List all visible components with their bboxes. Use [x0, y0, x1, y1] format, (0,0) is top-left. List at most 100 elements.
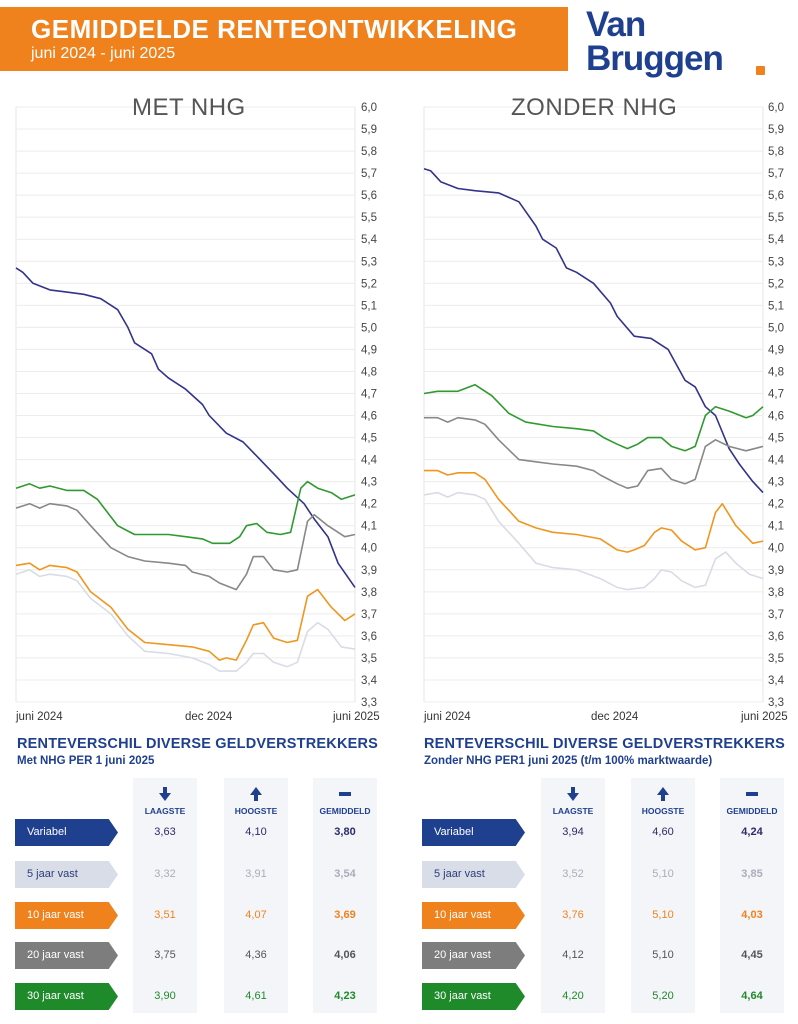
y-tick-label: 4,1 — [768, 521, 784, 533]
y-tick-label: 4,9 — [768, 344, 784, 356]
y-tick-label: 5,9 — [768, 124, 784, 136]
table-cell: 4,24 — [741, 826, 763, 838]
y-tick-label: 4,2 — [768, 499, 784, 511]
y-tick-label: 4,9 — [361, 344, 377, 356]
y-tick-label: 5,1 — [768, 300, 784, 312]
y-tick-label: 3,4 — [768, 675, 785, 687]
table-cell: 3,69 — [334, 909, 356, 921]
y-tick-label: 5,3 — [361, 256, 377, 268]
row-label-vast10: 10 jaar vast — [15, 902, 118, 929]
x-tick-label: juni 2025 — [740, 711, 788, 723]
table-cell: 5,20 — [652, 990, 674, 1002]
table-cell: 3,94 — [562, 826, 584, 838]
series-line-vast20 — [15, 502, 356, 591]
chart-title-zonder-nhg: ZONDER NHG — [511, 94, 678, 121]
column-background — [720, 778, 784, 1013]
y-tick-label: 4,5 — [768, 433, 784, 445]
y-tick-label: 4,8 — [768, 366, 784, 378]
y-tick-label: 3,6 — [361, 631, 377, 643]
y-tick-label: 5,4 — [768, 234, 785, 246]
y-tick-label: 5,1 — [361, 300, 377, 312]
table-cell: 4,20 — [562, 990, 584, 1002]
interest-charts: 6,0 5,9 5,8 5,7 5,6 5,5 5,4 5,3 5,2 5,1 5,0 4,9 4,8 4… — [15, 102, 788, 723]
row-label-variabel: Variabel — [15, 819, 118, 846]
y-tick-label: 5,4 — [361, 234, 378, 246]
table-title-zonder-nhg: RENTEVERSCHIL DIVERSE GELDVERSTREKKERS — [424, 736, 786, 752]
row-label-vast5: 5 jaar vast — [422, 861, 525, 888]
series-line-variabel — [15, 267, 356, 588]
minus-icon — [339, 787, 351, 801]
table-subtitle-zonder-nhg: Zonder NHG PER1 juni 2025 (t/m 100% mark… — [424, 755, 713, 767]
table-cell: 5,10 — [652, 909, 674, 921]
y-tick-label: 3,7 — [361, 609, 377, 621]
y-tick-label: 4,4 — [768, 455, 785, 467]
y-tick-label: 4,5 — [361, 433, 377, 445]
table-cell: 4,10 — [245, 826, 267, 838]
row-label-variabel: Variabel — [422, 819, 525, 846]
logo-line-2: Bruggen — [586, 39, 724, 78]
series-line-vast5 — [423, 491, 764, 591]
y-tick-label: 5,2 — [768, 278, 784, 290]
y-tick-label: 4,3 — [768, 477, 784, 489]
column-header: LAAGSTE — [144, 806, 186, 816]
series-line-vast10 — [424, 469, 764, 553]
y-tick-label: 4,1 — [361, 521, 377, 533]
table-cell: 4,61 — [245, 990, 267, 1002]
brand-logo: Van Bruggen — [586, 6, 776, 86]
minus-icon — [746, 787, 758, 801]
y-tick-label: 3,3 — [768, 697, 784, 709]
x-tick-label: dec 2024 — [185, 711, 233, 723]
column-header: GEMIDDELD — [726, 806, 778, 816]
table-cell: 4,06 — [334, 949, 356, 961]
y-tick-label: 3,5 — [768, 653, 784, 665]
table-cell: 4,60 — [652, 826, 674, 838]
y-tick-label: 3,9 — [768, 565, 784, 577]
table-cell: 4,45 — [741, 949, 763, 961]
series-line-vast10 — [15, 562, 356, 661]
y-tick-label: 6,0 — [768, 102, 784, 114]
table-subtitle-met-nhg: Met NHG PER 1 juni 2025 — [17, 755, 155, 767]
y-tick-label: 5,2 — [361, 278, 377, 290]
y-tick-label: 3,8 — [768, 587, 784, 599]
column-header: GEMIDDELD — [319, 806, 371, 816]
y-tick-label: 3,8 — [361, 587, 377, 599]
page-title: GEMIDDELDE RENTEONTWIKKELING — [31, 14, 518, 44]
y-tick-label: 5,8 — [768, 146, 784, 158]
series-line-variabel — [423, 167, 764, 494]
chart-title-met-nhg: MET NHG — [132, 94, 246, 121]
row-label-vast30: 30 jaar vast — [422, 983, 525, 1010]
column-background — [313, 778, 377, 1013]
arrow-up-icon — [250, 787, 262, 801]
table-cell: 3,80 — [334, 826, 356, 838]
table-cell: 4,03 — [741, 909, 763, 921]
arrow-down-icon — [567, 787, 579, 801]
y-tick-label: 4,0 — [768, 543, 784, 555]
y-tick-label: 5,6 — [361, 190, 377, 202]
series-line-vast30 — [15, 480, 356, 545]
column-background — [631, 778, 695, 1013]
y-tick-label: 3,5 — [361, 653, 377, 665]
series-line-vast20 — [424, 416, 764, 490]
y-tick-label: 3,6 — [768, 631, 784, 643]
y-tick-label: 5,6 — [768, 190, 784, 202]
column-header: LAAGSTE — [552, 806, 594, 816]
y-tick-label: 4,0 — [361, 543, 377, 555]
y-tick-label: 5,5 — [768, 212, 784, 224]
column-header: HOOGSTE — [641, 806, 685, 816]
y-tick-label: 5,7 — [361, 168, 377, 180]
page-subtitle: juni 2024 - juni 2025 — [31, 45, 176, 62]
x-tick-label: dec 2024 — [591, 711, 639, 723]
table-cell: 3,32 — [154, 868, 176, 880]
y-tick-label: 5,5 — [361, 212, 377, 224]
logo-dot-icon — [756, 66, 765, 75]
table-cell: 3,51 — [154, 909, 176, 921]
table-cell: 3,91 — [245, 868, 267, 880]
table-cell: 3,52 — [562, 868, 584, 880]
table-cell: 4,64 — [741, 990, 763, 1002]
y-tick-label: 4,6 — [768, 411, 784, 423]
arrow-up-icon — [657, 787, 669, 801]
header-band — [0, 7, 568, 71]
series-line-vast30 — [423, 383, 764, 452]
x-tick-label: juni 2024 — [15, 711, 63, 723]
column-background — [224, 778, 288, 1013]
